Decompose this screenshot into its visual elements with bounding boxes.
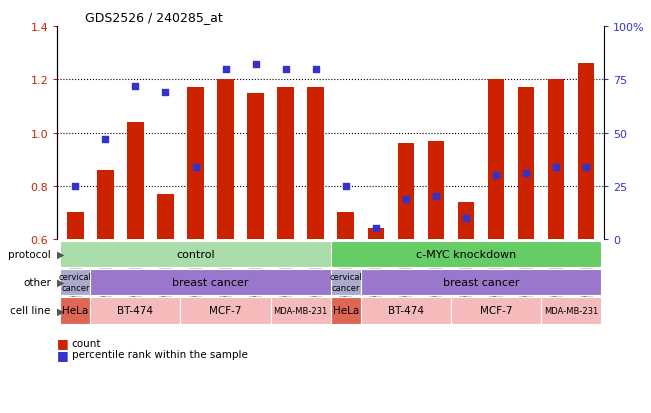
Point bbox=[251, 62, 261, 69]
Text: HeLa: HeLa bbox=[333, 306, 359, 316]
Point bbox=[100, 136, 111, 143]
Bar bbox=[518, 88, 534, 240]
Text: other: other bbox=[23, 278, 51, 287]
Point bbox=[551, 164, 561, 171]
Bar bbox=[217, 80, 234, 240]
Bar bbox=[307, 88, 324, 240]
Text: GDS2526 / 240285_at: GDS2526 / 240285_at bbox=[85, 11, 223, 24]
Point bbox=[340, 183, 351, 190]
Text: MDA-MB-231: MDA-MB-231 bbox=[273, 306, 328, 315]
Point bbox=[370, 225, 381, 232]
Text: cervical
cancer: cervical cancer bbox=[59, 273, 92, 292]
Text: ▶: ▶ bbox=[57, 278, 65, 287]
Text: BT-474: BT-474 bbox=[117, 306, 154, 316]
Bar bbox=[488, 80, 505, 240]
Point bbox=[521, 170, 531, 177]
Bar bbox=[67, 213, 83, 240]
Text: breast cancer: breast cancer bbox=[443, 278, 519, 287]
Text: breast cancer: breast cancer bbox=[173, 278, 249, 287]
Point bbox=[70, 183, 81, 190]
Text: protocol: protocol bbox=[8, 249, 51, 259]
Text: count: count bbox=[72, 338, 101, 348]
Bar bbox=[547, 80, 564, 240]
Point bbox=[491, 173, 501, 179]
Text: ▶: ▶ bbox=[57, 306, 65, 316]
Point bbox=[190, 164, 201, 171]
Text: ■: ■ bbox=[57, 337, 69, 350]
Text: MDA-MB-231: MDA-MB-231 bbox=[544, 306, 598, 315]
Point bbox=[311, 66, 321, 73]
Text: control: control bbox=[176, 249, 215, 259]
Point bbox=[431, 194, 441, 200]
Bar bbox=[247, 93, 264, 240]
Bar bbox=[337, 213, 354, 240]
Point bbox=[400, 196, 411, 202]
Text: cervical
cancer: cervical cancer bbox=[329, 273, 362, 292]
Text: ▶: ▶ bbox=[57, 249, 65, 259]
Text: percentile rank within the sample: percentile rank within the sample bbox=[72, 349, 247, 359]
Text: cell line: cell line bbox=[10, 306, 51, 316]
Point bbox=[130, 83, 141, 90]
Text: c-MYC knockdown: c-MYC knockdown bbox=[416, 249, 516, 259]
Bar bbox=[368, 229, 384, 240]
Text: ■: ■ bbox=[57, 348, 69, 361]
Bar bbox=[578, 64, 594, 240]
Bar bbox=[157, 195, 174, 240]
Text: BT-474: BT-474 bbox=[388, 306, 424, 316]
Bar bbox=[428, 141, 444, 240]
Bar bbox=[97, 171, 114, 240]
Point bbox=[461, 215, 471, 221]
Bar bbox=[458, 202, 474, 240]
Text: MCF-7: MCF-7 bbox=[480, 306, 512, 316]
Point bbox=[220, 66, 230, 73]
Text: HeLa: HeLa bbox=[62, 306, 89, 316]
Point bbox=[160, 90, 171, 96]
Bar bbox=[398, 144, 414, 240]
Bar bbox=[277, 88, 294, 240]
Point bbox=[281, 66, 291, 73]
Text: MCF-7: MCF-7 bbox=[209, 306, 242, 316]
Bar bbox=[127, 123, 144, 240]
Bar bbox=[187, 88, 204, 240]
Point bbox=[581, 164, 591, 171]
